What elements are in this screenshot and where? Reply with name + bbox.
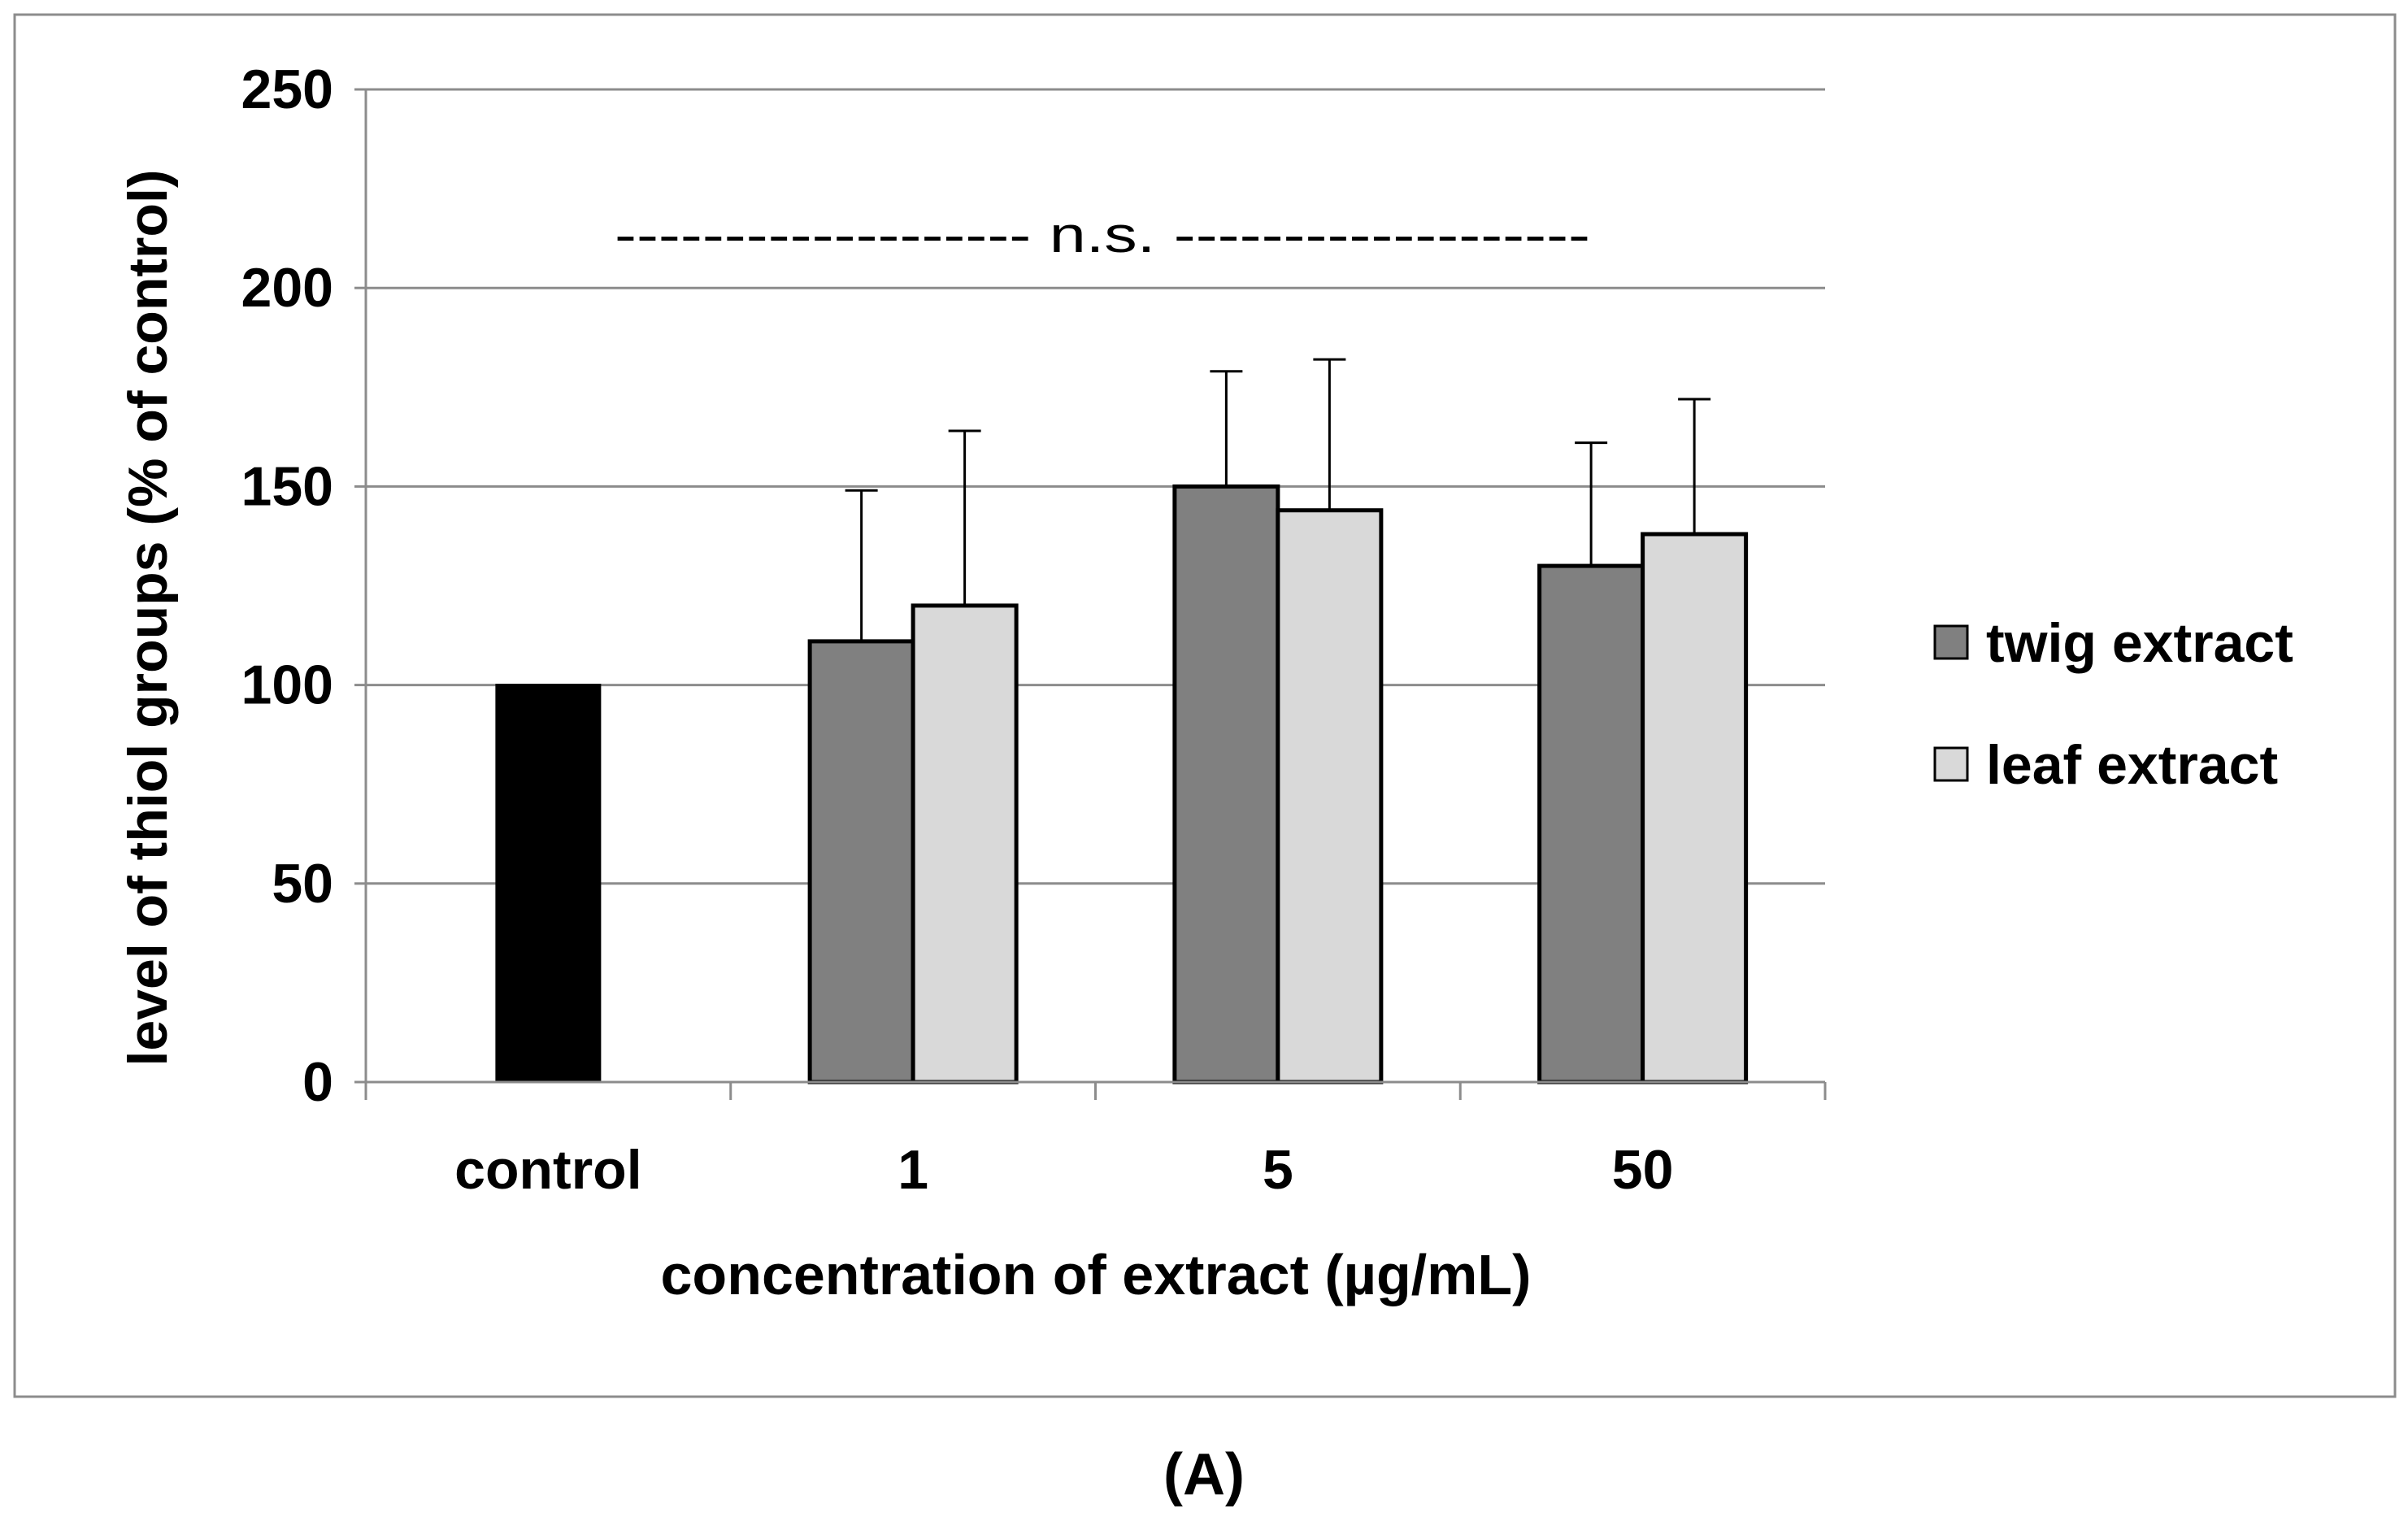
bar-twig-5 [1172,484,1280,1084]
y-tick-label: 0 [302,1051,333,1113]
bar-twig-50 [1537,563,1645,1084]
y-tick-label: 150 [241,455,333,517]
legend-swatch-leaf [1933,746,1969,782]
annotation-ns: ------------------- n.s. ---------------… [615,207,1590,263]
y-tick-label: 50 [272,853,333,915]
x-tick-label: 5 [1263,1139,1293,1201]
bar-control [495,684,602,1084]
bar-twig-1 [807,639,915,1084]
panel-label: (A) [1163,1442,1245,1507]
y-tick-label: 200 [241,257,333,319]
x-axis-label: concentration of extract (µg/mL) [661,1243,1532,1306]
bar-leaf-1 [911,603,1019,1084]
x-tick-label: 50 [1612,1139,1674,1201]
legend-label-twig: twig extract [1986,612,2293,674]
y-tick-label: 250 [241,59,333,120]
y-tick-label: 100 [241,654,333,716]
legend-swatch-twig [1933,624,1969,660]
x-tick-label: 1 [898,1139,928,1201]
bar-leaf-5 [1276,508,1384,1084]
x-tick-label: control [454,1139,641,1201]
bar-leaf-50 [1641,532,1749,1084]
legend: twig extract leaf extract [1933,612,2293,796]
y-axis-label: level of thiol groups (% of control) [117,169,179,1066]
legend-label-leaf: leaf extract [1986,734,2278,796]
